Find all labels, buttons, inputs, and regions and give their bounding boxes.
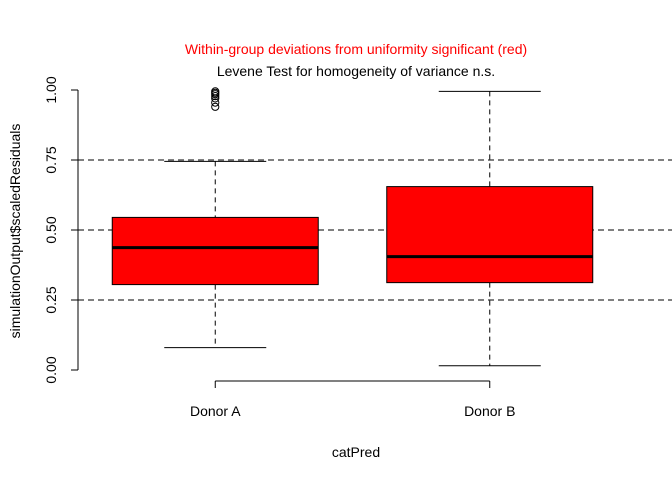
box-group-donor-a <box>111 87 319 349</box>
y-axis: 0.00 0.25 0.50 0.75 1.00 <box>43 76 79 384</box>
outlier-point <box>211 98 220 107</box>
x-axis-label: catPred <box>332 444 380 460</box>
box-group-donor-b <box>386 90 594 367</box>
outlier-point <box>211 87 220 96</box>
x-axis: Donor A Donor B <box>190 380 515 419</box>
y-tick-label: 1.00 <box>43 76 59 103</box>
x-tick-label: Donor B <box>464 403 515 419</box>
chart-subtitle: Levene Test for homogeneity of variance … <box>217 63 495 79</box>
y-tick-label: 0.50 <box>43 216 59 243</box>
x-tick-label: Donor A <box>190 403 241 419</box>
boxes <box>111 87 594 367</box>
outlier-point <box>211 102 220 111</box>
y-axis-label: simulationOutput$scaledResiduals <box>7 124 23 339</box>
box-iqr <box>111 216 319 286</box>
y-tick-label: 0.75 <box>43 146 59 173</box>
y-tick-label: 0.00 <box>43 356 59 383</box>
y-tick-label: 0.25 <box>43 286 59 313</box>
chart-title: Within-group deviations from uniformity … <box>185 41 527 57</box>
box-iqr <box>386 186 594 284</box>
